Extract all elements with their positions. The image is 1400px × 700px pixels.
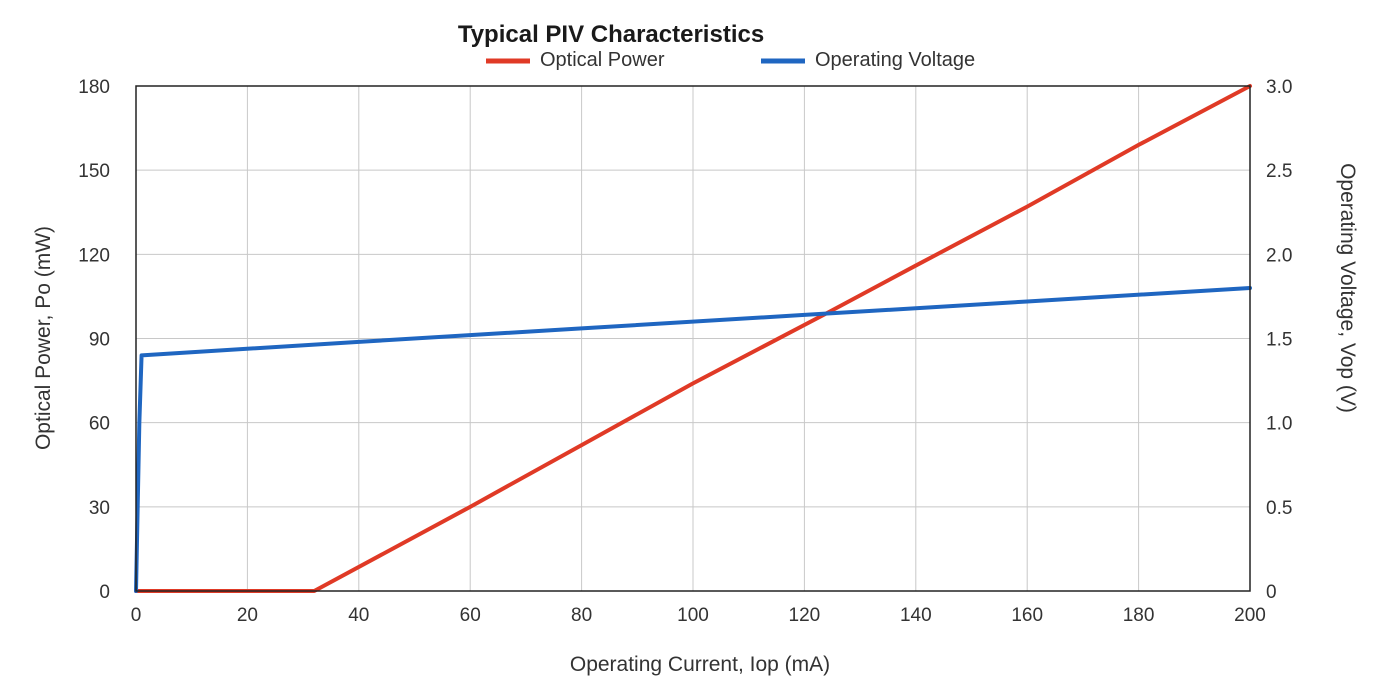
tick-labels: 0 20 40 60 80 100 120 140 160 180 2000306090120150… — [78, 77, 1292, 626]
y2-tick-label: 0.5 — [1266, 498, 1292, 519]
y2-tick-label: 1.0 — [1266, 414, 1292, 435]
x-tick-label: 180 — [1123, 605, 1155, 626]
plot-frame — [135, 85, 1251, 592]
y-tick-label: 30 — [89, 498, 110, 519]
y2-axis-label: Operating Voltage, Vop (V) — [1336, 163, 1359, 413]
x-tick-label: 80 — [571, 605, 592, 626]
y2-tick-label: 0 — [1266, 582, 1277, 603]
series-lines — [134, 84, 1252, 593]
operating-voltage-line — [134, 286, 1252, 593]
x-axis-label: Operating Current, Iop (mA) — [570, 653, 830, 676]
x-tick-label: 120 — [789, 605, 821, 626]
y2-tick-label: 1.5 — [1266, 330, 1292, 351]
x-tick-label: 40 — [348, 605, 369, 626]
legend-label-operating-voltage: Operating Voltage — [815, 49, 975, 71]
y2-tick-label: 3.0 — [1266, 77, 1292, 98]
chart-title: Typical PIV Characteristics — [458, 21, 764, 48]
x-tick-label: 160 — [1011, 605, 1043, 626]
legend-label-optical-power: Optical Power — [540, 49, 665, 71]
x-tick-label: 20 — [237, 605, 258, 626]
y-tick-label: 90 — [89, 330, 110, 351]
x-tick-label: 140 — [900, 605, 932, 626]
x-tick-label: 60 — [460, 605, 481, 626]
optical-power-line — [134, 84, 1252, 593]
y-tick-label: 0 — [99, 582, 110, 603]
legend: Optical Power Operating Voltage — [486, 49, 975, 71]
y-tick-label: 180 — [78, 77, 110, 98]
x-tick-label: 200 — [1234, 605, 1266, 626]
x-tick-label: 100 — [677, 605, 709, 626]
x-tick-label: 0 — [131, 605, 142, 626]
y-tick-label: 60 — [89, 414, 110, 435]
y-tick-label: 120 — [78, 245, 110, 266]
y2-tick-label: 2.0 — [1266, 245, 1292, 266]
y2-tick-label: 2.5 — [1266, 161, 1292, 182]
y-tick-label: 150 — [78, 161, 110, 182]
grid-lines — [135, 85, 1251, 592]
y-axis-label: Optical Power, Po (mW) — [32, 226, 55, 450]
